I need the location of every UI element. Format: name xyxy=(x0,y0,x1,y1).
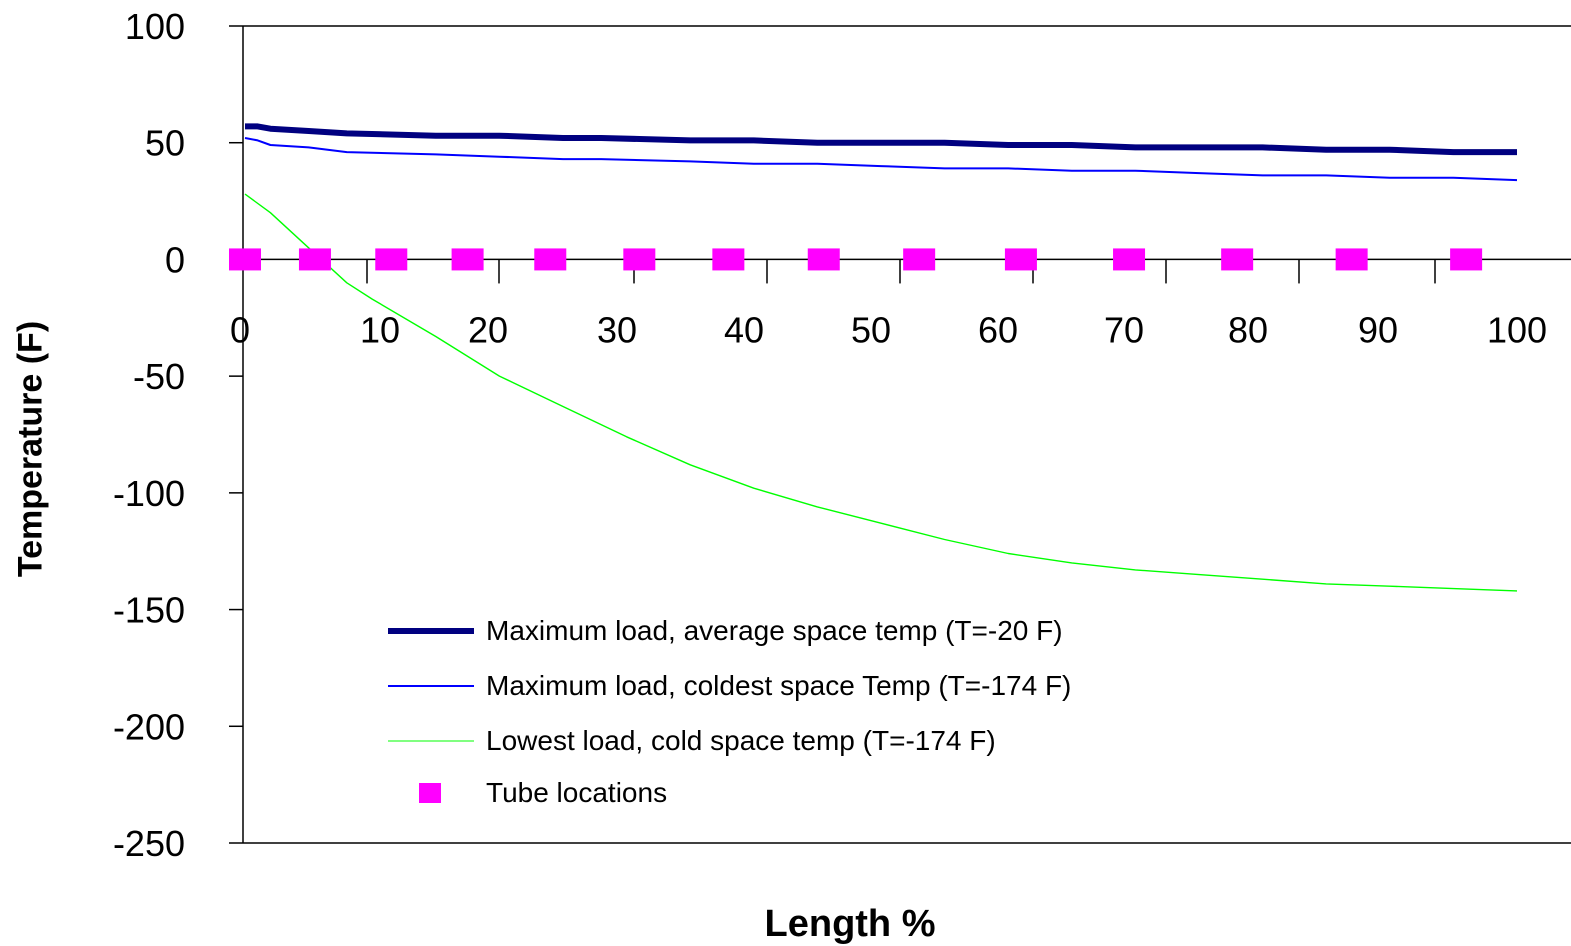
series-line-3 xyxy=(244,193,1518,592)
x-tick-label: 30 xyxy=(597,309,637,350)
x-tick-label: 90 xyxy=(1358,309,1398,350)
legend-label: Lowest load, cold space temp (T=-174 F) xyxy=(486,725,996,756)
tube-location-marker xyxy=(623,248,656,271)
tube-location-marker xyxy=(1004,248,1037,271)
x-tick-label: 40 xyxy=(724,309,764,350)
x-tick-label: 10 xyxy=(360,309,400,350)
legend-entry: Tube locations xyxy=(388,773,1288,813)
y-tick-label: -100 xyxy=(113,473,185,514)
tube-location-marker xyxy=(298,248,331,271)
x-tick-label: 0 xyxy=(230,309,250,350)
legend-label: Tube locations xyxy=(486,777,668,808)
legend-line-swatch xyxy=(388,628,474,634)
x-tick-label: 80 xyxy=(1228,309,1268,350)
y-tick-label: -150 xyxy=(113,590,185,631)
series-line-1 xyxy=(245,123,1517,156)
tube-location-marker xyxy=(534,248,567,271)
legend-marker-swatch xyxy=(419,783,441,803)
y-tick-label: -200 xyxy=(113,706,185,747)
tube-location-marker xyxy=(807,248,840,271)
tube-location-marker xyxy=(1335,248,1368,271)
y-tick-label: -50 xyxy=(133,356,185,397)
y-tick-label: 0 xyxy=(165,239,185,280)
legend-label: Maximum load, coldest space Temp (T=-174… xyxy=(486,670,1072,701)
legend-line-swatch xyxy=(388,685,474,687)
legend-label: Maximum load, average space temp (T=-20 … xyxy=(486,615,1063,646)
x-tick-label: 50 xyxy=(851,309,891,350)
tube-location-marker xyxy=(1450,248,1483,271)
x-axis-title: Length % xyxy=(764,903,936,945)
x-tick-label: 70 xyxy=(1104,309,1144,350)
legend-entry: Maximum load, average space temp (T=-20 … xyxy=(388,611,1288,651)
tube-location-marker xyxy=(903,248,936,271)
y-tick-label: -250 xyxy=(113,823,185,864)
series-line-2 xyxy=(244,137,1518,182)
legend-entry: Lowest load, cold space temp (T=-174 F) xyxy=(388,721,1288,761)
tube-location-marker xyxy=(712,248,745,271)
y-tick-label: 50 xyxy=(145,123,185,164)
tube-location-marker xyxy=(451,248,484,271)
x-tick-label: 60 xyxy=(978,309,1018,350)
y-tick-label: 100 xyxy=(125,6,185,47)
tube-location-marker xyxy=(375,248,408,271)
legend-line-swatch xyxy=(388,740,474,742)
y-axis-title: Temperature (F) xyxy=(11,320,50,578)
tube-location-marker xyxy=(229,248,261,271)
x-tick-label: 100 xyxy=(1487,309,1547,350)
x-tick-label: 20 xyxy=(468,309,508,350)
tube-location-marker xyxy=(1113,248,1146,271)
legend-entry: Maximum load, coldest space Temp (T=-174… xyxy=(388,666,1288,706)
tube-location-marker xyxy=(1221,248,1254,271)
